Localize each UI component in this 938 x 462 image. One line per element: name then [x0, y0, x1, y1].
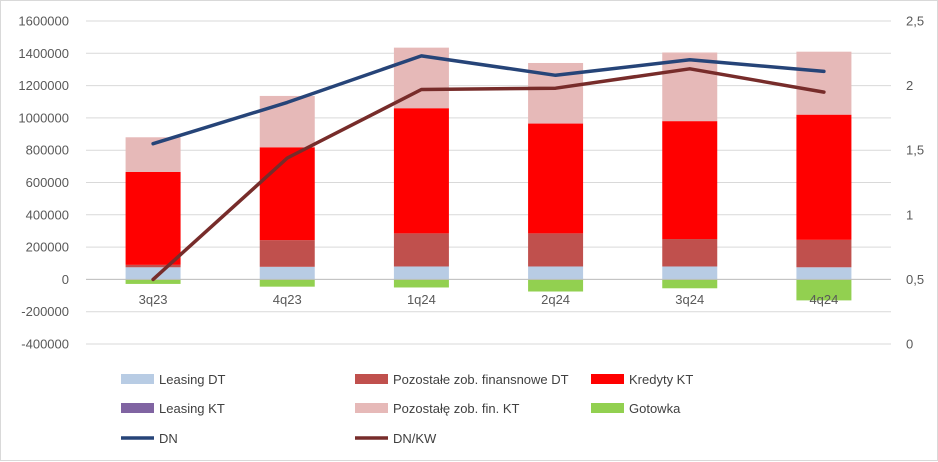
legend-label-leasing-kt: Leasing KT: [159, 401, 225, 416]
y-left-tick-label: 1600000: [18, 14, 69, 29]
bar-pozosta-e-zob-finansnowe-dt-3q24: [662, 239, 718, 267]
legend-label-leasing-dt: Leasing DT: [159, 372, 226, 387]
x-tick-label: 2q24: [541, 292, 570, 307]
y-left-tick-label: 800000: [26, 143, 69, 158]
y-left-tick-label: 600000: [26, 175, 69, 190]
y-right-tick-label: 1,5: [906, 143, 924, 158]
bar-leasing-dt-3q24: [662, 266, 718, 280]
y-left-tick-label: 1400000: [18, 46, 69, 61]
y-left-tick-label: -200000: [21, 304, 69, 319]
bar-gotowka-4q24: [796, 279, 852, 301]
bar-kredyty-kt-4q23: [259, 147, 315, 241]
bar-leasing-dt-2q24: [528, 266, 584, 280]
x-tick-label: 1q24: [407, 292, 436, 307]
legend-swatch-leasing-kt: [121, 403, 154, 413]
bar-kredyty-kt-4q24: [796, 114, 852, 240]
bar-kredyty-kt-1q24: [393, 108, 449, 234]
y-left-tick-label: 400000: [26, 207, 69, 222]
bar-pozosta-e-zob-fin-kt-4q23: [259, 95, 315, 148]
legend-swatch-pozosta-e-zob-fin-kt: [355, 403, 388, 413]
y-left-tick-label: 200000: [26, 240, 69, 255]
bar-pozosta-e-zob-finansnowe-dt-2q24: [528, 233, 584, 267]
bar-gotowka-1q24: [393, 279, 449, 288]
y-right-tick-label: 0,5: [906, 272, 924, 287]
y-right-tick-label: 1: [906, 207, 913, 222]
legend-label-kredyty-kt: Kredyty KT: [629, 372, 693, 387]
y-left-tick-label: -400000: [21, 337, 69, 352]
legend-label-gotowka: Gotowka: [629, 401, 681, 416]
x-tick-label: 4q24: [809, 292, 838, 307]
bar-kredyty-kt-3q23: [125, 172, 181, 265]
bar-pozosta-e-zob-finansnowe-dt-4q23: [259, 240, 315, 267]
legend-swatch-gotowka: [591, 403, 624, 413]
bar-pozosta-e-zob-finansnowe-dt-1q24: [393, 233, 449, 267]
y-right-tick-label: 2: [906, 78, 913, 93]
legend-swatch-kredyty-kt: [591, 374, 624, 384]
bar-gotowka-3q23: [125, 279, 181, 284]
bar-leasing-dt-1q24: [393, 266, 449, 280]
bar-kredyty-kt-3q24: [662, 121, 718, 240]
bar-pozosta-e-zob-finansnowe-dt-3q23: [125, 264, 181, 268]
legend-label-pozosta-e-zob-fin-kt: Pozostałę zob. fin. KT: [393, 401, 520, 416]
legend-label-dn: DN: [159, 431, 178, 446]
bar-pozosta-e-zob-fin-kt-3q24: [662, 52, 718, 122]
y-right-tick-label: 2,5: [906, 14, 924, 29]
bar-gotowka-2q24: [528, 279, 584, 292]
line-dn: [151, 54, 826, 146]
x-tick-label: 4q23: [273, 292, 302, 307]
line-dn-kw: [151, 67, 826, 282]
y-left-tick-label: 1200000: [18, 78, 69, 93]
bar-pozosta-e-zob-fin-kt-4q24: [796, 51, 852, 115]
legend-label-dn-kw: DN/KW: [393, 431, 437, 446]
bar-leasing-dt-3q23: [125, 267, 181, 280]
bar-kredyty-kt-2q24: [528, 123, 584, 234]
legend-swatch-leasing-dt: [121, 374, 154, 384]
legend-label-pozosta-e-zob-finansnowe-dt: Pozostałe zob. finansnowe DT: [393, 372, 569, 387]
bar-leasing-dt-4q23: [259, 266, 315, 280]
legend-swatch-pozosta-e-zob-finansnowe-dt: [355, 374, 388, 384]
bar-leasing-dt-4q24: [796, 267, 852, 280]
y-left-tick-label: 1000000: [18, 110, 69, 125]
bar-gotowka-3q24: [662, 279, 718, 289]
x-tick-label: 3q23: [139, 292, 168, 307]
bar-gotowka-4q23: [259, 279, 315, 287]
bar-pozosta-e-zob-finansnowe-dt-4q24: [796, 239, 852, 268]
x-tick-label: 3q24: [675, 292, 704, 307]
y-left-tick-label: 0: [62, 272, 69, 287]
y-right-tick-label: 0: [906, 337, 913, 352]
